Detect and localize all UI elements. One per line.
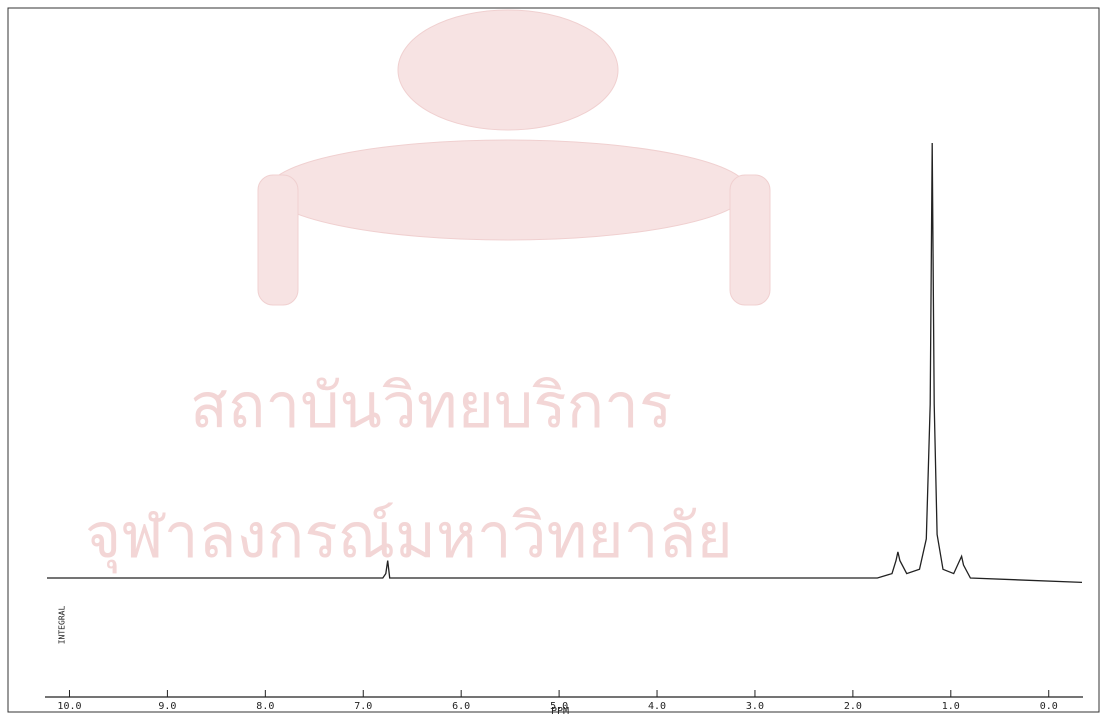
x-axis-label: PPM	[551, 706, 569, 717]
emblem	[257, 9, 771, 306]
x-tick-label: 8.0	[256, 701, 274, 712]
x-tick-label: 2.0	[844, 701, 862, 712]
x-tick-label: 3.0	[746, 701, 764, 712]
spectrum-line	[47, 142, 1083, 584]
x-tick-label: 9.0	[158, 701, 176, 712]
watermark: จุฬาลงกรณ์มหาวิทยาลัย	[85, 499, 733, 573]
x-tick-label: 1.0	[942, 701, 960, 712]
x-tick-label: 6.0	[452, 701, 470, 712]
x-tick-label: 4.0	[648, 701, 666, 712]
x-tick-label: 0.0	[1040, 701, 1058, 712]
x-tick-label: 7.0	[354, 701, 372, 712]
watermark: สถาบันวิทยบริการ	[190, 369, 672, 442]
x-tick-label: 5.0	[550, 701, 568, 712]
integral-label: INTEGRAL	[58, 606, 67, 645]
x-tick-label: 10.0	[57, 701, 81, 712]
